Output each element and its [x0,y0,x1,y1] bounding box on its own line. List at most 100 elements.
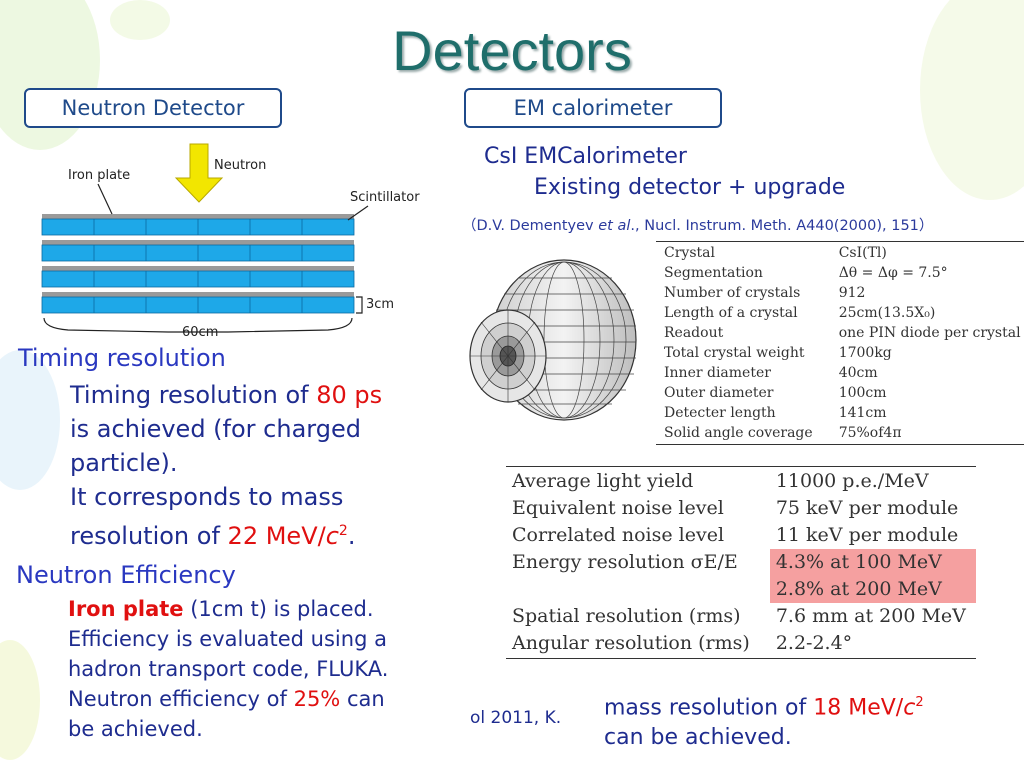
efficiency-line5: be achieved. [68,717,203,741]
spec-name: Number of crystals [664,285,801,301]
performance-value: 7.6 mm at 200 MeV [775,605,966,627]
spec-value: 75%of4π [838,425,902,441]
spec-name: Inner diameter [664,365,771,381]
efficiency-heading: Neutron Efficiency [16,561,236,589]
performance-row: Angular resolution (rms) 2.2-2.4° [506,630,976,657]
spec-row: Length of a crystal 25cm(13.5X₀) [656,303,1024,323]
performance-value: 2.2-2.4° [775,632,853,654]
spec-value: 25cm(13.5X₀) [838,305,936,321]
em-calorimeter-label-box: EM calorimeter [464,88,722,128]
efficiency-line4-prefix: Neutron efficiency of [68,687,294,711]
spec-row: Number of crystals 912 [656,283,1024,303]
ref-italic: et al [598,218,631,234]
thickness-label: 3cm [366,297,395,312]
neutron-arrow-icon [174,143,224,203]
performance-row: Average light yield 11000 p.e./MeV [506,468,976,495]
neutron-label: Neutron [214,158,267,173]
mass-value: 18 MeV/ [813,695,904,721]
timing-heading: Timing resolution [18,344,226,372]
spec-name: Total crystal weight [664,345,805,361]
timing-body: Timing resolution of 80 ps is achieved (… [70,378,470,553]
spec-value: one PIN diode per crystal [838,325,1021,341]
spec-value: CsI(Tl) [838,245,887,261]
slide-title: Detectors [392,19,632,82]
performance-table: Average light yield 11000 p.e./MeV Equival… [506,466,976,659]
calorimeter-mass-resolution: mass resolution of 18 MeV/c2 can be achi… [604,688,924,753]
unit-c: c [325,522,339,550]
calorimeter-barrel-image [469,259,637,421]
spec-name: Detecter length [664,405,776,421]
timing-line2: is achieved (for charged [70,415,361,443]
efficiency-line3: hadron transport code, FLUKA. [68,657,389,681]
spec-name: Segmentation [664,265,763,281]
neutron-detector-diagram [41,143,369,333]
efficiency-line4-suffix: can [340,687,385,711]
ref-part1: （D.V. Dementyev [462,218,599,234]
spec-value: 40cm [838,365,878,381]
spec-row: Crystal CsI(Tl) [656,243,1024,263]
spec-row: Segmentation Δθ = Δφ = 7.5° [656,263,1024,283]
spec-value: 912 [838,285,866,301]
mass-resolution-value: 22 MeV/ [227,522,326,550]
reference-citation: （D.V. Dementyev et al., Nucl. Instrum. M… [462,214,933,235]
efficiency-value: 25% [293,687,341,711]
performance-name: Equivalent noise level [512,497,724,519]
spec-row: Detecter length 141cm [656,403,1024,423]
performance-row: Correlated noise level 11 keV per module [506,522,976,549]
efficiency-body: Iron plate (1cm t) is placed. Efficiency… [68,594,468,744]
spec-row: Solid angle coverage 75%of4π [656,423,1024,443]
timing-line1-prefix: Timing resolution of [70,381,317,409]
performance-name: Average light yield [512,470,694,492]
iron-plate-emphasis: Iron plate [68,597,184,621]
performance-row: Equivalent noise level 75 keV per module [506,495,976,522]
spec-value: 141cm [838,405,887,421]
iron-plate-label: Iron plate [68,168,131,183]
performance-name: Spatial resolution (rms) [512,605,741,627]
crystal-spec-table: Crystal CsI(Tl) Segmentation Δθ = Δφ = 7.5°… [656,241,1024,445]
spec-row: Total crystal weight 1700kg [656,343,1024,363]
footer-fragment: ol 2011, K. [470,708,562,728]
scintillator-layers [41,214,355,314]
calorimeter-heading: CsI EMCalorimeter [484,144,687,169]
timing-line5-end: . [347,522,356,550]
performance-row: 2.8% at 200 MeV [506,576,976,603]
efficiency-line2: Efficiency is evaluated using a [68,627,387,651]
performance-name: Correlated noise level [512,524,725,546]
timing-line3: particle). [70,449,178,477]
spec-row: Outer diameter 100cm [656,383,1024,403]
timing-line4: It corresponds to mass [70,483,344,511]
performance-name: Angular resolution (rms) [512,632,750,654]
mass-sup: 2 [915,695,924,710]
spec-name: Length of a crystal [664,305,798,321]
ref-part2: ., Nucl. Instrum. Meth. A440(2000), 151） [630,218,934,234]
spec-row: Inner diameter 40cm [656,363,1024,383]
performance-name: Energy resolution σE/E [512,551,738,573]
mass-line2: can be achieved. [604,725,792,751]
scintillator-label: Scintillator [350,190,420,205]
performance-row: Energy resolution σE/E 4.3% at 100 MeV [506,549,976,576]
neutron-detector-label-box: Neutron Detector [24,88,282,128]
spec-name: Outer diameter [664,385,774,401]
spec-value: 1700kg [838,345,892,361]
mass-prefix: mass resolution of [604,695,814,721]
performance-value: 75 keV per module [775,497,959,519]
spec-value: 100cm [838,385,887,401]
unit-sup: 2 [338,523,348,539]
mass-unit-c: c [903,695,916,721]
calorimeter-subheading: Existing detector + upgrade [534,175,846,200]
spec-row: Readout one PIN diode per crystal [656,323,1024,343]
spec-name: Readout [664,325,724,341]
spec-name: Crystal [664,245,715,261]
spec-name: Solid angle coverage [664,425,813,441]
timing-line5-prefix: resolution of [70,522,228,550]
timing-value: 80 ps [316,381,383,409]
performance-value: 11 keV per module [775,524,959,546]
width-label: 60cm [182,325,219,340]
performance-value: 11000 p.e./MeV [775,470,929,492]
performance-row: Spatial resolution (rms) 7.6 mm at 200 Me… [506,603,976,630]
performance-value: 2.8% at 200 MeV [769,576,976,603]
performance-name [506,576,770,603]
efficiency-line1-rest: (1cm t) is placed. [183,597,374,621]
performance-value: 4.3% at 100 MeV [769,549,976,576]
spec-value: Δθ = Δφ = 7.5° [838,265,948,281]
